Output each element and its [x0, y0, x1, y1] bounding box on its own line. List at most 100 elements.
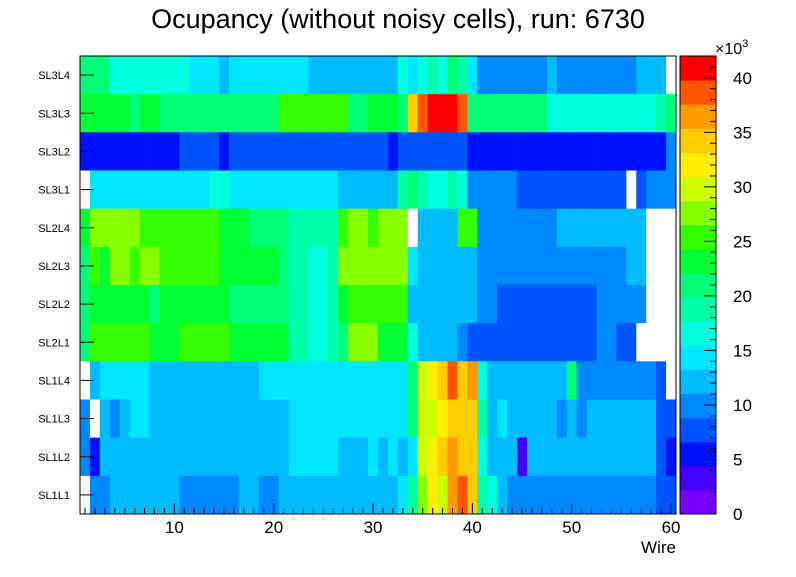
heatmap-cell: [129, 361, 140, 400]
heatmap-cell: [199, 361, 210, 400]
heatmap-cell: [437, 132, 448, 171]
color-scale-multiplier: ×103: [715, 38, 748, 58]
heatmap-cell: [248, 56, 260, 95]
heatmap-cell: [288, 208, 299, 248]
heatmap-cell: [139, 170, 150, 210]
heatmap-cell: [646, 94, 657, 133]
heatmap-cell: [397, 246, 409, 286]
y-tick-label: SL1L1: [38, 490, 70, 502]
heatmap-cell: [368, 246, 379, 286]
heatmap-cell: [546, 56, 558, 95]
heatmap-cell: [209, 323, 220, 362]
heatmap-cell: [397, 399, 409, 439]
heatmap-cell: [437, 323, 448, 362]
heatmap-cell: [189, 437, 200, 477]
heatmap-cell: [596, 132, 607, 171]
heatmap-cell: [606, 246, 617, 286]
heatmap-cell: [268, 399, 280, 439]
heatmap-cell: [308, 56, 319, 95]
heatmap-cell: [318, 285, 329, 324]
heatmap-cell: [636, 132, 647, 171]
heatmap-cell: [169, 132, 180, 171]
heatmap-cell: [169, 475, 180, 515]
heatmap-cell: [467, 56, 478, 95]
heatmap-cell: [298, 56, 309, 95]
heatmap-cell: [258, 170, 270, 210]
heatmap-cell: [338, 285, 349, 324]
heatmap-cell: [129, 246, 140, 286]
heatmap-cell: [149, 246, 160, 286]
heatmap-cell: [219, 246, 230, 286]
color-scale-tick-label: 35: [733, 123, 752, 142]
heatmap-cell: [447, 56, 458, 95]
heatmap-cell: [368, 285, 379, 324]
heatmap-cell: [656, 399, 667, 439]
heatmap-cell: [159, 437, 170, 477]
heatmap-cell: [427, 94, 438, 133]
y-tick-label: SL3L2: [38, 146, 70, 158]
heatmap-cell: [467, 170, 478, 210]
heatmap-cell: [417, 323, 429, 362]
heatmap-cell: [596, 399, 607, 439]
heatmap-cell: [447, 246, 458, 286]
heatmap-cell: [417, 56, 429, 95]
heatmap-cell: [238, 208, 250, 248]
heatmap-cell: [298, 94, 309, 133]
color-scale-segment: [680, 176, 716, 202]
heatmap-cell: [497, 170, 508, 210]
heatmap-cell: [556, 323, 568, 362]
heatmap-cell: [298, 170, 309, 210]
heatmap-cell: [387, 56, 399, 95]
heatmap-cell: [437, 361, 448, 400]
heatmap-cell: [546, 361, 558, 400]
heatmap-cell: [596, 170, 607, 210]
heatmap-cell: [219, 94, 230, 133]
heatmap-cell: [368, 94, 379, 133]
heatmap-cell: [427, 399, 438, 439]
heatmap-cell: [119, 437, 131, 477]
heatmap-cell: [308, 246, 319, 286]
heatmap-cell: [536, 246, 548, 286]
heatmap-cell: [89, 399, 101, 439]
heatmap-cell: [119, 361, 131, 400]
heatmap-cell: [566, 361, 578, 400]
heatmap-cell: [238, 170, 250, 210]
color-scale-segment: [680, 321, 716, 346]
heatmap-cell: [546, 170, 558, 210]
heatmap-cell: [99, 94, 111, 133]
heatmap-cell: [457, 285, 468, 324]
x-tick-label: 50: [562, 518, 581, 537]
heatmap-cell: [566, 323, 578, 362]
heatmap-cell: [368, 208, 379, 248]
heatmap-cell: [507, 208, 518, 248]
heatmap-cell: [606, 94, 617, 133]
heatmap-cell: [179, 285, 190, 324]
heatmap-cell: [626, 132, 637, 171]
heatmap-cell: [358, 246, 369, 286]
heatmap-cell: [596, 323, 607, 362]
heatmap-cell: [457, 208, 468, 248]
heatmap-cell: [179, 475, 190, 515]
y-tick-label: SL2L4: [38, 223, 70, 235]
heatmap-cell: [348, 170, 359, 210]
heatmap-cell: [566, 285, 578, 324]
heatmap-cell: [209, 361, 220, 400]
heatmap-cell: [457, 437, 468, 477]
heatmap-cell: [179, 94, 190, 133]
heatmap-cell: [566, 246, 578, 286]
heatmap-cell: [99, 323, 111, 362]
heatmap-cell: [248, 361, 260, 400]
heatmap-cell: [89, 323, 101, 362]
heatmap-cell: [258, 132, 270, 171]
heatmap-cell: [387, 132, 399, 171]
heatmap-cell: [666, 56, 677, 95]
heatmap-cell: [288, 94, 299, 133]
heatmap-cell: [636, 475, 647, 515]
heatmap-cell: [89, 170, 101, 210]
heatmap-cell: [159, 323, 170, 362]
color-scale-segment: [680, 417, 716, 443]
heatmap-cell: [89, 285, 101, 324]
heatmap-cell: [189, 399, 200, 439]
heatmap-cell: [576, 170, 587, 210]
heatmap-cell: [308, 475, 319, 515]
